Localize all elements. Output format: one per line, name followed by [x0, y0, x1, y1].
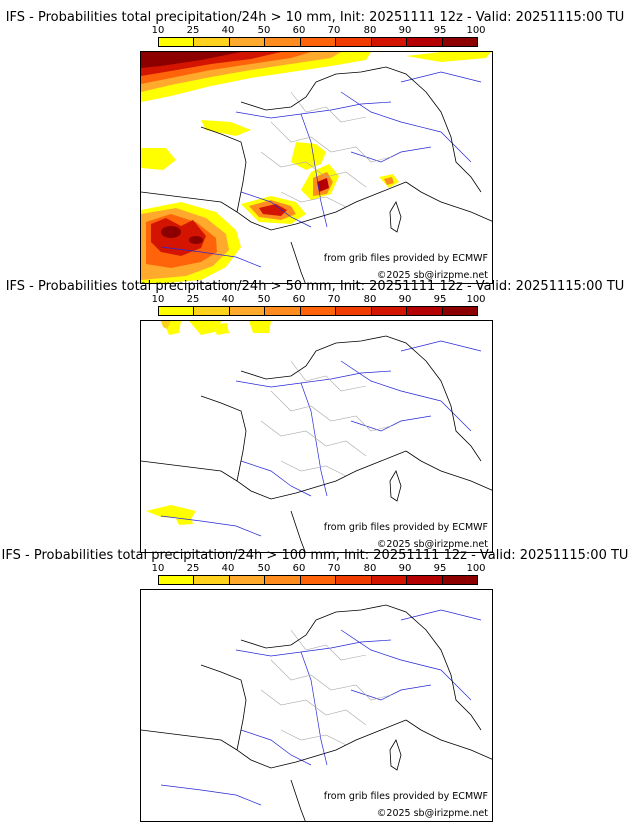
source-credit: from grib files provided by ECMWF [323, 522, 488, 533]
colorbar-tick: 60 [292, 25, 306, 36]
colorbar-tick: 95 [433, 294, 447, 305]
colorbar-tick: 100 [466, 563, 486, 574]
precip-field-south [141, 120, 399, 283]
copyright-text: ©2025 sb@irizpme.net [376, 539, 488, 550]
rivers [160, 340, 482, 537]
colorbar-segment [371, 38, 408, 46]
colorbar-tick: 50 [257, 294, 271, 305]
coastlines-borders [141, 604, 492, 821]
colorbar-tick: 50 [257, 25, 271, 36]
map-france: from grib files provided by ECMWF ©2025 … [140, 320, 493, 553]
map-graphic [141, 321, 492, 552]
map-graphic [141, 52, 492, 283]
colorbar-segment [194, 307, 230, 315]
colorbar-tick: 25 [186, 294, 200, 305]
panel-title: IFS - Probabilities total precipitation/… [5, 10, 625, 25]
rivers [160, 71, 482, 268]
colorbar-tick: 70 [327, 563, 341, 574]
colorbar-segment [300, 307, 337, 315]
source-credit: from grib files provided by ECMWF [323, 253, 488, 264]
precip-field [146, 321, 271, 525]
regional-borders [260, 629, 392, 746]
map-graphic [141, 604, 492, 821]
colorbar-segment [300, 38, 337, 46]
copyright-text: ©2025 sb@irizpme.net [376, 808, 488, 819]
colorbar-segment [194, 38, 230, 46]
colorbar-tick: 60 [292, 294, 306, 305]
copyright-text: ©2025 sb@irizpme.net [376, 270, 488, 281]
colorbar-tick: 25 [186, 25, 200, 36]
colorbar [158, 575, 478, 585]
colorbar-tick: 10 [151, 563, 165, 574]
colorbar-segment [336, 576, 372, 584]
colorbar-labels: 10 25 40 50 60 70 80 90 95 100 [152, 25, 490, 37]
panel-title: IFS - Probabilities total precipitation/… [5, 279, 625, 294]
regional-borders [260, 360, 392, 477]
colorbar-tick: 100 [466, 294, 486, 305]
colorbar-tick: 25 [186, 563, 200, 574]
colorbar-tick: 95 [433, 25, 447, 36]
map-france: from grib files provided by ECMWF ©2025 … [140, 51, 493, 284]
colorbar-tick: 100 [466, 25, 486, 36]
colorbar-tick: 80 [363, 294, 377, 305]
colorbar-tick: 80 [363, 563, 377, 574]
map-france: from grib files provided by ECMWF ©2025 … [140, 589, 493, 822]
colorbar-tick: 60 [292, 563, 306, 574]
colorbar-tick: 40 [221, 25, 235, 36]
colorbar-segment [371, 576, 408, 584]
colorbar-segment [442, 576, 477, 584]
colorbar-segment [159, 38, 195, 46]
colorbar-tick: 90 [398, 25, 412, 36]
colorbar-labels: 10 25 40 50 60 70 80 90 95 100 [152, 294, 490, 306]
coastlines-borders [141, 335, 492, 552]
colorbar-tick: 40 [221, 294, 235, 305]
colorbar-tick: 80 [363, 25, 377, 36]
colorbar-segment [371, 307, 408, 315]
colorbar-tick: 90 [398, 294, 412, 305]
map-panel-10mm: IFS - Probabilities total precipitation/… [0, 10, 630, 284]
panel-title: IFS - Probabilities total precipitation/… [1, 548, 629, 563]
coastlines-borders [141, 66, 492, 283]
colorbar-tick: 40 [221, 563, 235, 574]
colorbar-tick: 70 [327, 25, 341, 36]
colorbar-segment [229, 576, 266, 584]
regional-borders [260, 91, 392, 208]
colorbar [158, 37, 478, 47]
colorbar-tick: 90 [398, 563, 412, 574]
colorbar-segment [407, 576, 443, 584]
colorbar-segment [336, 38, 372, 46]
colorbar [158, 306, 478, 316]
colorbar-segment [159, 307, 195, 315]
colorbar-segment [300, 576, 337, 584]
colorbar-segment [229, 38, 266, 46]
colorbar-segment [159, 576, 195, 584]
colorbar-segment [194, 576, 230, 584]
map-panel-100mm: IFS - Probabilities total precipitation/… [0, 548, 630, 822]
map-panel-50mm: IFS - Probabilities total precipitation/… [0, 279, 630, 553]
colorbar-tick: 10 [151, 294, 165, 305]
colorbar-segment [407, 307, 443, 315]
colorbar-segment [407, 38, 443, 46]
colorbar-labels: 10 25 40 50 60 70 80 90 95 100 [152, 563, 490, 575]
colorbar-segment [442, 307, 477, 315]
colorbar-segment [265, 576, 301, 584]
source-credit: from grib files provided by ECMWF [323, 791, 488, 802]
precip-field-north [141, 52, 491, 102]
colorbar-segment [229, 307, 266, 315]
colorbar-tick: 50 [257, 563, 271, 574]
colorbar-segment [265, 38, 301, 46]
colorbar-tick: 10 [151, 25, 165, 36]
colorbar-segment [442, 38, 477, 46]
colorbar-tick: 95 [433, 563, 447, 574]
colorbar-segment [265, 307, 301, 315]
colorbar-tick: 70 [327, 294, 341, 305]
colorbar-segment [336, 307, 372, 315]
